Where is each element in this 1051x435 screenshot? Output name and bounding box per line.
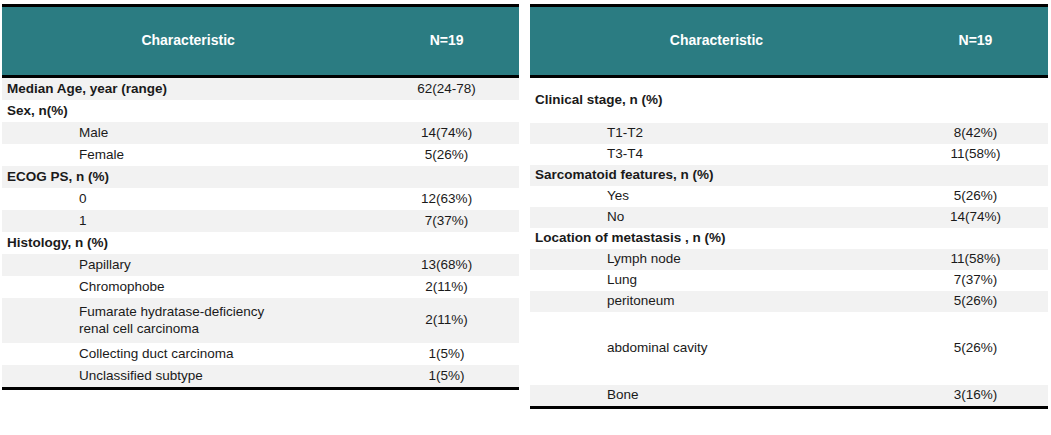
row-value: 5(26%) — [903, 340, 1048, 357]
row-label: Sex, n(%) — [2, 103, 374, 120]
table-row: Lung7(37%) — [530, 270, 1048, 291]
row-label: Chromophobe — [2, 279, 374, 296]
table-row: Male14(74%) — [2, 122, 519, 144]
row-value: 12(63%) — [374, 191, 519, 208]
row-value: 1(5%) — [374, 346, 519, 363]
row-label: ECOG PS, n (%) — [2, 169, 374, 186]
table-row: Sarcomatoid features, n (%) — [530, 165, 1048, 186]
row-label: Histology, n (%) — [2, 235, 374, 252]
table-row: Bone3(16%) — [530, 385, 1048, 406]
column-header-n: N=19 — [903, 32, 1048, 50]
left-table-header-row: Characteristic N=19 — [2, 7, 519, 78]
row-value: 14(74%) — [903, 209, 1048, 226]
table-row: T1-T28(42%) — [530, 123, 1048, 144]
row-label: Median Age, year (range) — [2, 81, 374, 98]
table-row: 012(63%) — [2, 188, 519, 210]
table-row: Unclassified subtype1(5%) — [2, 365, 519, 387]
right-table-body: Clinical stage, n (%)T1-T28(42%)T3-T411(… — [530, 78, 1048, 409]
table-row: Sex, n(%) — [2, 100, 519, 122]
row-label: Bone — [530, 387, 903, 404]
right-table-header-row: Characteristic N=19 — [530, 7, 1048, 78]
row-value: 62(24-78) — [374, 81, 519, 98]
table-row: Lymph node11(58%) — [530, 249, 1048, 270]
table-row: Chromophobe2(11%) — [2, 276, 519, 298]
row-label: Unclassified subtype — [2, 368, 374, 385]
row-value: 1(5%) — [374, 368, 519, 385]
table-row: Fumarate hydratase-deficiency renal cell… — [2, 298, 519, 343]
right-characteristics-table: Characteristic N=19 Clinical stage, n (%… — [530, 4, 1048, 409]
column-header-n: N=19 — [374, 32, 519, 50]
row-value: 5(26%) — [903, 293, 1048, 310]
row-label: No — [530, 209, 903, 226]
row-label: Male — [2, 125, 374, 142]
table-row: ECOG PS, n (%) — [2, 166, 519, 188]
row-label: Female — [2, 147, 374, 164]
row-value: 5(26%) — [374, 147, 519, 164]
table-row: Yes5(26%) — [530, 186, 1048, 207]
left-table-body: Median Age, year (range)62(24-78)Sex, n(… — [2, 78, 519, 390]
table-row: Median Age, year (range)62(24-78) — [2, 78, 519, 100]
characteristics-tables: Characteristic N=19 Median Age, year (ra… — [0, 0, 1051, 409]
row-label: peritoneum — [530, 293, 903, 310]
row-value: 3(16%) — [903, 387, 1048, 404]
row-value: 2(11%) — [374, 312, 519, 329]
row-value: 7(37%) — [374, 213, 519, 230]
row-label: Sarcomatoid features, n (%) — [530, 167, 903, 184]
table-row: 17(37%) — [2, 210, 519, 232]
table-row: abdominal cavity5(26%) — [530, 312, 1048, 385]
row-label: Collecting duct carcinoma — [2, 346, 374, 363]
row-value: 8(42%) — [903, 125, 1048, 142]
row-label: T1-T2 — [530, 125, 903, 142]
table-row: T3-T411(58%) — [530, 144, 1048, 165]
row-value: 14(74%) — [374, 125, 519, 142]
row-label: Papillary — [2, 257, 374, 274]
row-label: Yes — [530, 188, 903, 205]
row-value: 11(58%) — [903, 146, 1048, 163]
column-header-characteristic: Characteristic — [2, 32, 374, 50]
table-row: Clinical stage, n (%) — [530, 78, 1048, 123]
row-label: Lymph node — [530, 251, 903, 268]
table-row: Papillary13(68%) — [2, 254, 519, 276]
row-label: Clinical stage, n (%) — [530, 92, 903, 109]
row-value: 2(11%) — [374, 279, 519, 296]
table-row: Female5(26%) — [2, 144, 519, 166]
table-row: No14(74%) — [530, 207, 1048, 228]
row-label: 0 — [2, 191, 374, 208]
row-value: 13(68%) — [374, 257, 519, 274]
row-label: T3-T4 — [530, 146, 903, 163]
table-row: peritoneum5(26%) — [530, 291, 1048, 312]
row-value: 7(37%) — [903, 272, 1048, 289]
table-row: Location of metastasis , n (%) — [530, 228, 1048, 249]
column-header-characteristic: Characteristic — [530, 32, 903, 50]
row-value: 5(26%) — [903, 188, 1048, 205]
row-value: 11(58%) — [903, 251, 1048, 268]
table-row: Collecting duct carcinoma1(5%) — [2, 343, 519, 365]
row-label: Location of metastasis , n (%) — [530, 230, 903, 247]
row-label: abdominal cavity — [530, 340, 903, 357]
table-row: Histology, n (%) — [2, 232, 519, 254]
left-characteristics-table: Characteristic N=19 Median Age, year (ra… — [2, 4, 519, 409]
row-label: Lung — [530, 272, 903, 289]
row-label: 1 — [2, 213, 374, 230]
row-label: Fumarate hydratase-deficiency renal cell… — [2, 304, 374, 338]
